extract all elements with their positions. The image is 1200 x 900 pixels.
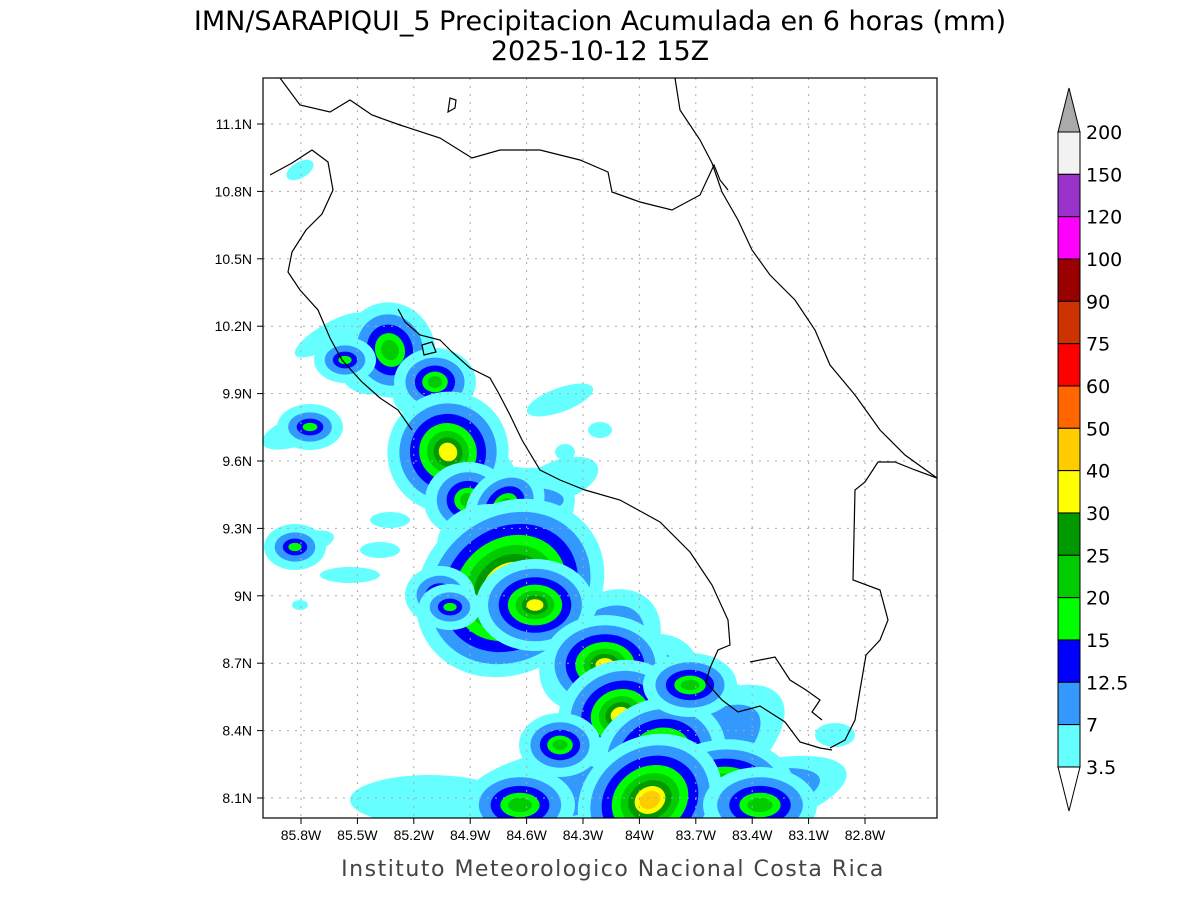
colorbar-label: 150 [1086, 164, 1122, 186]
colorbar-box [1057, 554, 1081, 599]
colorbar-box [1057, 681, 1081, 726]
lat-tick-label: 9.6N [222, 453, 252, 469]
lat-tick-label: 9.3N [222, 520, 252, 536]
precipitation-field [263, 159, 855, 818]
precip-cell-level-6 [526, 599, 544, 611]
colorbar-label: 12.5 [1086, 672, 1128, 694]
precip-cell-level-4 [427, 376, 443, 388]
precip-cell-level-7 [639, 790, 661, 810]
lon-tick-label: 85.8W [281, 827, 322, 843]
lat-tick-label: 8.4N [222, 723, 252, 739]
credit-text: Instituto Meteorologico Nacional Costa R… [341, 857, 885, 882]
precip-cell-level-4 [747, 797, 773, 813]
precip-band-level-0 [294, 312, 366, 358]
border-panama [829, 461, 937, 749]
lat-tick-label: 10.8N [215, 183, 252, 199]
colorbar-label: 120 [1086, 207, 1122, 229]
lat-tick-label: 10.5N [215, 251, 252, 267]
precip-cell-level-4 [508, 797, 532, 813]
colorbar-label: 60 [1086, 376, 1110, 398]
lon-tick-label: 85.5W [337, 827, 378, 843]
colorbar-box [1057, 639, 1081, 683]
precip-cell-level-3 [302, 422, 318, 432]
colorbar-label: 30 [1086, 503, 1110, 525]
colorbar-box [1057, 427, 1081, 472]
lon-tick-label: 82.8W [845, 827, 886, 843]
colorbar-under-triangle [1057, 766, 1081, 812]
colorbar-label: 7 [1086, 715, 1098, 737]
coastline-osa [749, 656, 823, 721]
coastline-pacific [397, 308, 833, 751]
colorbar-box [1057, 216, 1081, 260]
colorbar-box [1057, 512, 1081, 556]
precip-cell-level-6 [438, 442, 458, 462]
lon-tick-label: 83.1W [788, 827, 829, 843]
lon-tick-label: 83.4W [732, 827, 773, 843]
colorbar-box [1057, 131, 1081, 175]
precip-cell-level-3 [338, 355, 352, 365]
precip-cell-level-4 [552, 739, 568, 751]
precip-cell-level-3 [288, 542, 302, 552]
colorbar-box [1057, 385, 1081, 429]
coastline-nicaragua-north [279, 78, 729, 211]
colorbar-label: 40 [1086, 461, 1110, 483]
map-title: IMN/SARAPIQUI_5 Precipitacion Acumulada … [194, 6, 1006, 37]
precip-band-level-0 [292, 600, 308, 610]
island [447, 97, 457, 114]
precip-band-level-0 [360, 542, 400, 558]
colorbar-label: 90 [1086, 291, 1110, 313]
coastlines [269, 78, 937, 751]
map-subtitle-time: 2025-10-12 15Z [491, 36, 709, 67]
colorbar-label: 75 [1086, 334, 1110, 356]
colorbar-label: 100 [1086, 249, 1122, 271]
precip-cell-level-4 [381, 339, 399, 361]
lat-tick-label: 11.1N [216, 116, 252, 132]
longitude-axis: 85.8W 85.5W 85.2W 84.9W 84.6W 84.3W 84W 83.7W 83… [281, 818, 886, 843]
precip-band-level-0 [555, 444, 575, 460]
lat-tick-label: 8.1N [222, 790, 252, 806]
coastline-caribbean [674, 78, 937, 479]
colorbar-box [1057, 470, 1081, 514]
lat-tick-label: 8.7N [222, 655, 252, 671]
island-2 [421, 341, 437, 356]
colorbar-label: 15 [1086, 630, 1110, 652]
lon-tick-label: 84W [625, 827, 655, 843]
lon-tick-label: 83.7W [676, 827, 717, 843]
colorbar-label: 50 [1086, 418, 1110, 440]
lon-tick-label: 84.9W [450, 827, 491, 843]
colorbar-box [1057, 597, 1081, 641]
colorbar-label: 20 [1086, 588, 1110, 610]
lat-tick-label: 10.2N [215, 318, 252, 334]
colorbar: 200 150 120 100 90 75 60 50 40 30 25 20 15 12.5 7 3.5 [1057, 87, 1128, 812]
coastline-nicoya-west [269, 149, 413, 431]
precip-band-level-0 [815, 723, 855, 747]
colorbar-label: 200 [1086, 122, 1122, 144]
colorbar-box [1057, 724, 1081, 768]
colorbar-box [1057, 173, 1081, 218]
colorbar-label: 25 [1086, 545, 1110, 567]
precip-band-level-0 [286, 159, 314, 181]
lat-tick-label: 9N [234, 588, 252, 604]
lon-tick-label: 84.3W [563, 827, 604, 843]
colorbar-label: 3.5 [1086, 757, 1116, 779]
colorbar-box [1057, 300, 1081, 345]
precip-band-level-0 [588, 422, 612, 438]
colorbar-over-triangle [1057, 87, 1081, 133]
lon-tick-label: 84.6W [506, 827, 547, 843]
colorbar-box [1057, 258, 1081, 302]
precip-band-level-0 [370, 512, 410, 528]
precip-cell-level-3 [443, 602, 457, 612]
plot-frame [262, 77, 938, 819]
precip-cell-level-4 [680, 679, 700, 691]
latitude-axis: 11.1N 10.8N 10.5N 10.2N 9.9N 9.6N 9.3N 9N 8.7N 8.… [215, 116, 263, 806]
lon-tick-label: 85.2W [394, 827, 435, 843]
colorbar-box [1057, 343, 1081, 387]
precip-band-level-0 [320, 567, 380, 583]
precip-band-level-0 [526, 383, 594, 417]
lat-tick-label: 9.9N [222, 386, 252, 402]
